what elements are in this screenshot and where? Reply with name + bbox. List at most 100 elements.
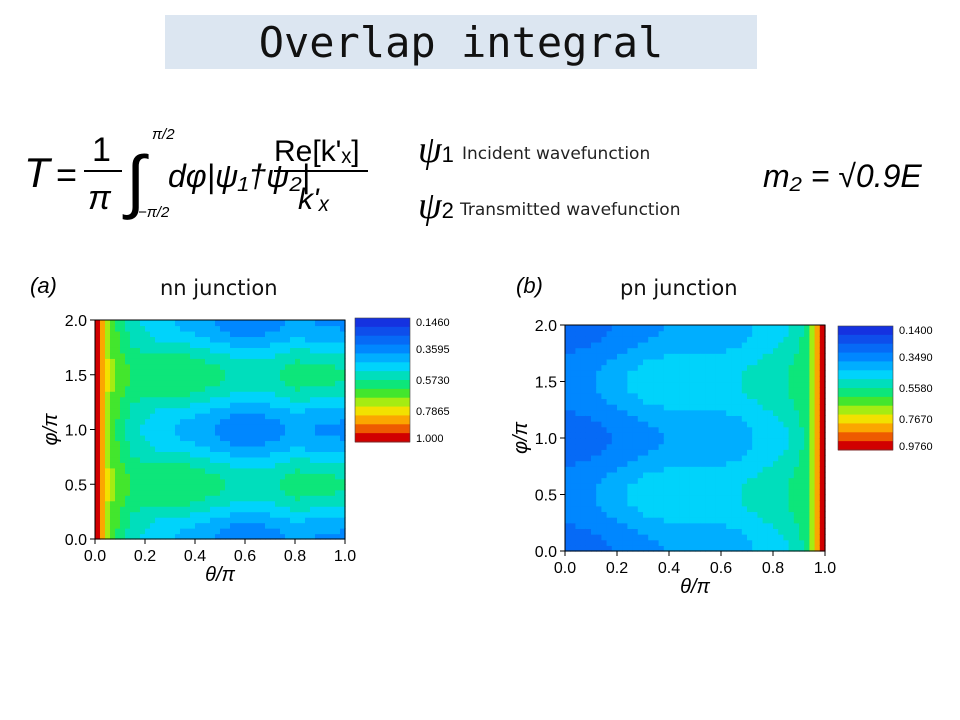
heatmap-cell bbox=[250, 320, 256, 327]
heatmap-cell bbox=[689, 341, 696, 349]
heatmap-cell bbox=[663, 539, 670, 546]
heatmap-cell bbox=[165, 440, 171, 447]
heatmap-cell bbox=[684, 404, 691, 411]
heatmap-cell bbox=[814, 415, 821, 422]
heatmap-cell bbox=[175, 445, 181, 452]
heatmap-cell bbox=[125, 402, 131, 409]
heatmap-cell bbox=[778, 370, 784, 377]
heatmap-cell bbox=[235, 413, 241, 420]
heatmap-cell bbox=[762, 522, 769, 529]
heatmap-cell bbox=[596, 539, 602, 546]
heatmap-cell bbox=[669, 483, 675, 490]
heatmap-cell bbox=[814, 534, 821, 541]
heatmap-cell bbox=[731, 409, 738, 416]
heatmap-cell bbox=[778, 517, 784, 524]
heatmap-cell bbox=[705, 375, 712, 383]
heatmap-cell bbox=[325, 325, 331, 332]
heatmap-cell bbox=[235, 500, 241, 507]
heatmap-cell bbox=[606, 471, 613, 479]
heatmap-cell bbox=[180, 522, 186, 529]
heatmap-cell bbox=[778, 341, 784, 349]
heatmap-cell bbox=[679, 494, 686, 501]
heatmap-cell bbox=[240, 434, 246, 442]
heatmap-cell bbox=[205, 402, 211, 409]
heatmap-cell bbox=[809, 341, 816, 349]
heatmap-cell bbox=[200, 533, 206, 540]
heatmap-cell bbox=[155, 363, 161, 370]
heatmap-cell bbox=[788, 477, 795, 484]
heatmap-cell bbox=[689, 471, 696, 479]
heatmap-cell bbox=[240, 522, 246, 529]
heatmap-cell bbox=[270, 528, 276, 535]
heatmap-cell bbox=[330, 511, 336, 518]
heatmap-cell bbox=[721, 545, 727, 552]
heatmap-cell bbox=[105, 506, 111, 513]
heatmap-cell bbox=[310, 347, 316, 354]
heatmap-cell bbox=[663, 500, 670, 507]
heatmap-cell bbox=[643, 511, 649, 518]
heatmap-cell bbox=[773, 426, 779, 433]
heatmap-cell bbox=[250, 418, 256, 425]
heatmap-cell bbox=[110, 358, 116, 365]
heatmap-cell bbox=[669, 477, 675, 484]
heatmap-cell bbox=[285, 413, 291, 420]
heatmap-cell bbox=[165, 396, 171, 403]
heatmap-cell bbox=[175, 511, 181, 518]
heatmap-cell bbox=[175, 506, 181, 513]
heatmap-cell bbox=[679, 454, 686, 462]
heatmap-cell bbox=[596, 375, 602, 383]
heatmap-cell bbox=[310, 320, 316, 327]
colorbar-label: 0.3595 bbox=[416, 344, 450, 356]
heatmap-cell bbox=[653, 392, 660, 400]
heatmap-cell bbox=[591, 398, 597, 405]
heatmap-cell bbox=[663, 449, 670, 456]
heatmap-cell bbox=[747, 528, 753, 535]
heatmap-cell bbox=[601, 325, 608, 332]
heatmap-cell bbox=[663, 336, 670, 343]
heatmap-cell bbox=[125, 407, 131, 414]
heatmap-cell bbox=[230, 407, 236, 414]
heatmap-cell bbox=[170, 522, 176, 529]
heatmap-cell bbox=[596, 522, 602, 529]
heatmap-cell bbox=[741, 505, 748, 513]
heatmap-cell bbox=[747, 325, 753, 332]
heatmap-cell bbox=[190, 413, 196, 420]
heatmap-cell bbox=[627, 494, 634, 501]
heatmap-cell bbox=[767, 522, 774, 529]
heatmap-cell bbox=[330, 391, 336, 398]
heatmap-cell bbox=[731, 454, 738, 462]
heatmap-cell bbox=[235, 320, 241, 327]
heatmap-cell bbox=[695, 358, 701, 366]
heatmap-cell bbox=[305, 506, 311, 513]
heatmap-cell bbox=[170, 347, 176, 354]
heatmap-cell bbox=[120, 363, 126, 370]
heatmap-cell bbox=[627, 449, 634, 456]
heatmap-cell bbox=[736, 449, 743, 456]
heatmap-cell bbox=[793, 421, 800, 428]
heatmap-cell bbox=[752, 398, 758, 405]
heatmap-cell bbox=[783, 460, 790, 467]
heatmap-cell bbox=[135, 347, 141, 354]
heatmap-cell bbox=[205, 506, 211, 513]
heatmap-cell bbox=[689, 454, 696, 462]
heatmap-cell bbox=[799, 364, 805, 371]
heatmap-cell bbox=[601, 500, 608, 507]
heatmap-cell bbox=[622, 341, 628, 349]
heatmap-cell bbox=[255, 478, 261, 485]
heatmap-cell bbox=[240, 451, 246, 458]
heatmap-cell bbox=[275, 330, 281, 338]
heatmap-cell bbox=[310, 325, 316, 332]
heatmap-cell bbox=[250, 363, 256, 370]
heatmap-cell bbox=[185, 456, 191, 463]
heatmap-cell bbox=[335, 440, 341, 447]
heatmap-cell bbox=[606, 426, 613, 433]
heatmap-cell bbox=[622, 522, 628, 529]
heatmap-cell bbox=[265, 489, 271, 496]
heatmap-cell bbox=[235, 451, 241, 458]
heatmap-cell bbox=[105, 363, 111, 370]
heatmap-cell bbox=[300, 506, 306, 513]
heatmap-cell bbox=[215, 489, 221, 496]
heatmap-cell bbox=[290, 445, 296, 452]
heatmap-cell bbox=[195, 347, 201, 354]
heatmap-cell bbox=[325, 391, 331, 398]
